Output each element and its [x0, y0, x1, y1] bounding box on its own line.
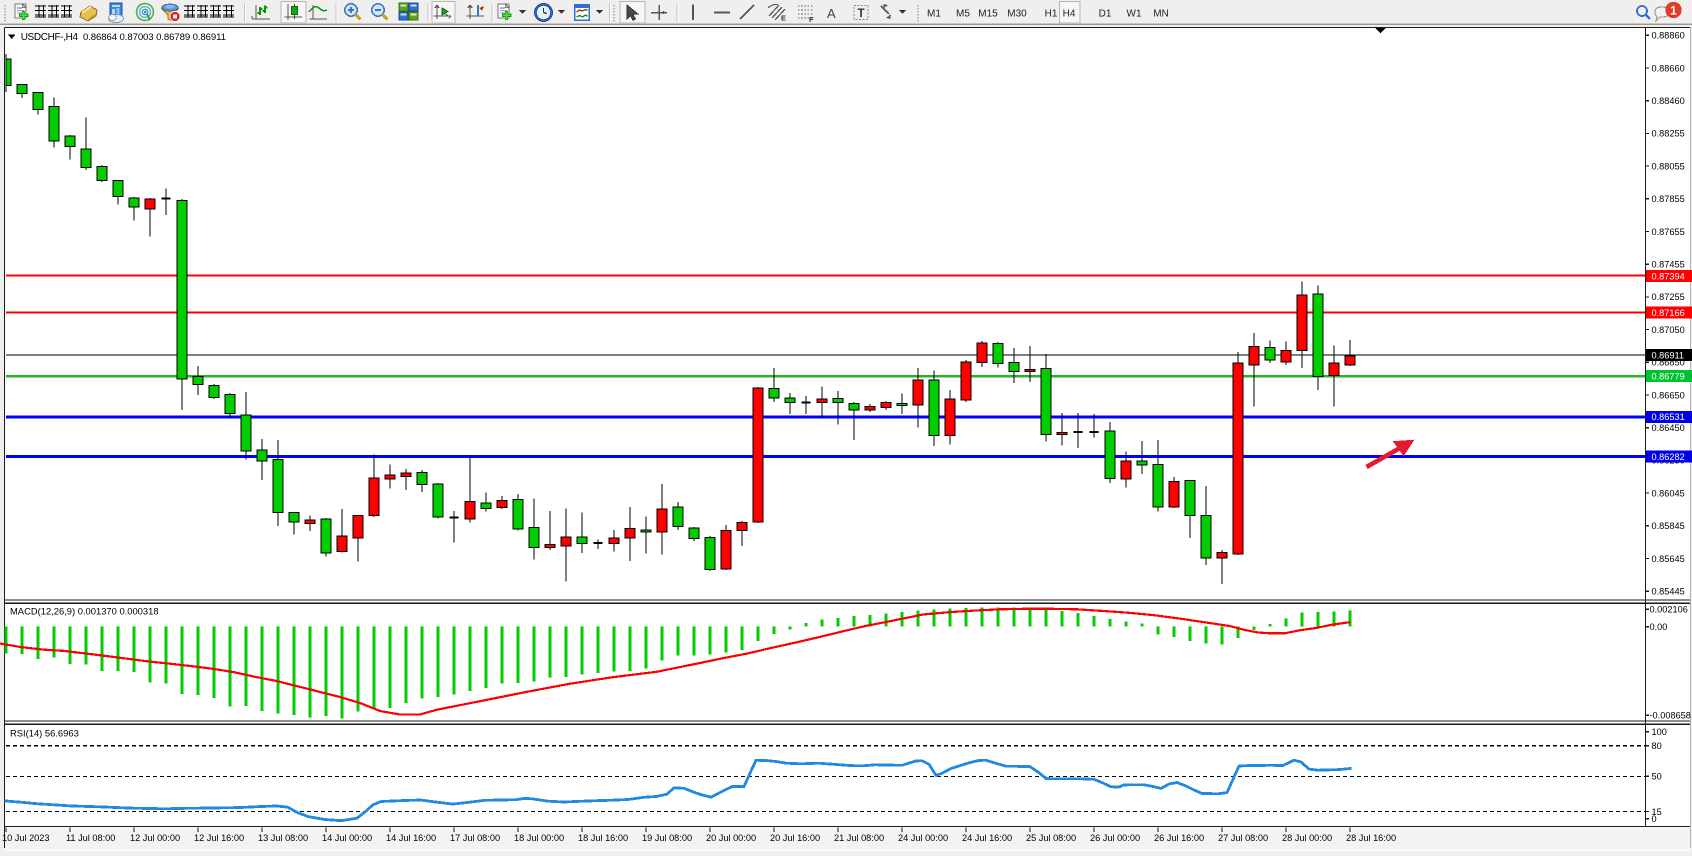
svg-text:17 Jul 08:00: 17 Jul 08:00 — [450, 833, 500, 843]
svg-text:0.00: 0.00 — [1650, 622, 1668, 632]
svg-text:14 Jul 16:00: 14 Jul 16:00 — [386, 833, 436, 843]
svg-text:0.86282: 0.86282 — [1652, 452, 1685, 462]
svg-text:0.88860: 0.88860 — [1652, 31, 1685, 41]
svg-text:25 Jul 08:00: 25 Jul 08:00 — [1026, 833, 1076, 843]
svg-text:0.85645: 0.85645 — [1652, 554, 1685, 564]
svg-text:20 Jul 16:00: 20 Jul 16:00 — [770, 833, 820, 843]
svg-text:0.86450: 0.86450 — [1652, 423, 1685, 433]
svg-text:M15: M15 — [978, 9, 998, 20]
svg-text:M1: M1 — [927, 9, 941, 20]
svg-text:0.88660: 0.88660 — [1652, 63, 1685, 73]
svg-text:0.86911: 0.86911 — [1652, 351, 1685, 361]
svg-text:24 Jul 16:00: 24 Jul 16:00 — [962, 833, 1012, 843]
svg-text:20 Jul 00:00: 20 Jul 00:00 — [706, 833, 756, 843]
svg-text:T: T — [858, 8, 865, 20]
svg-text:0.86045: 0.86045 — [1652, 488, 1685, 498]
svg-text:0.88055: 0.88055 — [1652, 161, 1685, 171]
svg-text:MN: MN — [1153, 9, 1169, 20]
svg-text:12 Jul 16:00: 12 Jul 16:00 — [194, 833, 244, 843]
svg-text:80: 80 — [1652, 741, 1662, 751]
svg-text:MACD(12,26,9) 0.001370 0.00031: MACD(12,26,9) 0.001370 0.000318 — [10, 606, 159, 617]
svg-text:0.86779: 0.86779 — [1652, 372, 1685, 382]
svg-text:0.87655: 0.87655 — [1652, 227, 1685, 237]
svg-text:100: 100 — [1652, 727, 1667, 737]
svg-text:11 Jul 08:00: 11 Jul 08:00 — [66, 833, 115, 843]
svg-text:0.87455: 0.87455 — [1652, 260, 1685, 270]
svg-text:0.002106: 0.002106 — [1650, 605, 1688, 615]
svg-text:18 Jul 16:00: 18 Jul 16:00 — [578, 833, 628, 843]
svg-text:13 Jul 08:00: 13 Jul 08:00 — [258, 833, 308, 843]
svg-text:0.86850: 0.86850 — [1652, 358, 1685, 368]
svg-text:0.85445: 0.85445 — [1652, 587, 1685, 597]
svg-text:0.86650: 0.86650 — [1652, 390, 1685, 400]
svg-text:21 Jul 08:00: 21 Jul 08:00 — [834, 833, 884, 843]
svg-text:0.87050: 0.87050 — [1652, 325, 1685, 335]
svg-text:A: A — [827, 6, 836, 21]
svg-text:0.86531: 0.86531 — [1652, 412, 1685, 422]
svg-text:50: 50 — [1652, 772, 1662, 782]
svg-text:0.87166: 0.87166 — [1652, 308, 1685, 318]
svg-text:W1: W1 — [1127, 9, 1142, 20]
svg-text:0.87255: 0.87255 — [1652, 292, 1685, 302]
svg-text:D1: D1 — [1099, 9, 1112, 20]
svg-text:0.87855: 0.87855 — [1652, 194, 1685, 204]
svg-text:19 Jul 08:00: 19 Jul 08:00 — [642, 833, 692, 843]
svg-text:26 Jul 00:00: 26 Jul 00:00 — [1090, 833, 1140, 843]
svg-text:18 Jul 00:00: 18 Jul 00:00 — [514, 833, 564, 843]
svg-text:12 Jul 00:00: 12 Jul 00:00 — [130, 833, 180, 843]
svg-text:RSI(14) 56.6963: RSI(14) 56.6963 — [10, 728, 79, 739]
svg-text:26 Jul 16:00: 26 Jul 16:00 — [1154, 833, 1204, 843]
svg-text:15: 15 — [1652, 807, 1662, 817]
svg-text:0.86864 0.87003 0.86789 0.8691: 0.86864 0.87003 0.86789 0.86911 — [83, 32, 226, 43]
svg-text:F: F — [809, 15, 814, 24]
svg-text:H1: H1 — [1045, 9, 1058, 20]
svg-text:0.88255: 0.88255 — [1652, 129, 1685, 139]
svg-text:0.87394: 0.87394 — [1652, 272, 1685, 282]
svg-text:E: E — [781, 14, 786, 23]
svg-text:24 Jul 00:00: 24 Jul 00:00 — [898, 833, 948, 843]
svg-text:14 Jul 00:00: 14 Jul 00:00 — [322, 833, 372, 843]
svg-text:H4: H4 — [1063, 9, 1076, 20]
svg-text:10 Jul 2023: 10 Jul 2023 — [2, 833, 50, 843]
svg-text:M5: M5 — [956, 9, 970, 20]
svg-text:-0.008658: -0.008658 — [1650, 711, 1691, 721]
svg-text:0: 0 — [1652, 814, 1657, 824]
svg-text:1: 1 — [1670, 3, 1677, 17]
svg-text:28 Jul 00:00: 28 Jul 00:00 — [1282, 833, 1332, 843]
svg-text:0.88460: 0.88460 — [1652, 96, 1685, 106]
svg-text:M30: M30 — [1007, 9, 1027, 20]
svg-text:0.85845: 0.85845 — [1652, 521, 1685, 531]
svg-text:28 Jul 16:00: 28 Jul 16:00 — [1346, 833, 1396, 843]
svg-text:USDCHF-,H4: USDCHF-,H4 — [21, 32, 79, 43]
svg-text:27 Jul 08:00: 27 Jul 08:00 — [1218, 833, 1268, 843]
